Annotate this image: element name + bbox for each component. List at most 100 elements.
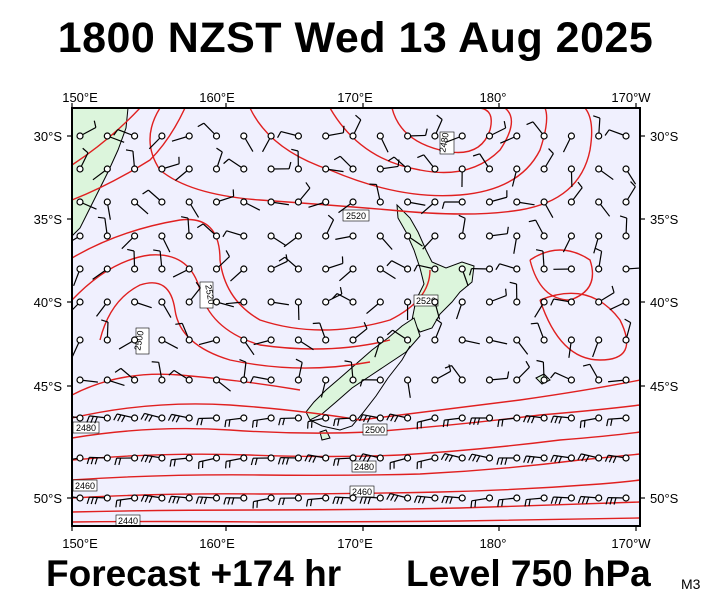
wind-station-circle [623, 233, 629, 239]
wind-station-circle [268, 455, 274, 461]
wind-station-circle [77, 377, 83, 383]
wind-station-circle [405, 415, 411, 421]
wind-station-circle [459, 377, 465, 383]
wind-station-circle [568, 337, 574, 343]
wind-station-circle [596, 299, 602, 305]
wind-station-circle [295, 455, 301, 461]
wind-station-circle [432, 133, 438, 139]
wind-station-circle [350, 337, 356, 343]
wind-station-circle [132, 199, 138, 205]
wind-station-circle [623, 455, 629, 461]
wind-station-circle [596, 233, 602, 239]
wind-station-circle [104, 233, 110, 239]
wind-station-circle [377, 133, 383, 139]
wind-station-circle [487, 455, 493, 461]
wind-station-circle [186, 233, 192, 239]
wind-station-circle [377, 495, 383, 501]
wind-station-circle [514, 455, 520, 461]
wind-station-circle [104, 299, 110, 305]
wind-station-circle [596, 455, 602, 461]
wind-station-circle [323, 233, 329, 239]
lat-label-left-40s: 40°S [34, 295, 63, 310]
wind-station-circle [432, 266, 438, 272]
wind-station-circle [487, 337, 493, 343]
wind-station-circle [596, 415, 602, 421]
wind-station-circle [186, 199, 192, 205]
wind-barb-feather [59, 415, 62, 421]
wind-station-circle [295, 377, 301, 383]
wind-station-circle [568, 199, 574, 205]
wind-station-circle [377, 415, 383, 421]
wind-station-circle [268, 233, 274, 239]
wind-station-circle [241, 377, 247, 383]
wind-station-circle [541, 455, 547, 461]
wind-station-circle [487, 415, 493, 421]
wind-barb-feather [256, 420, 257, 427]
wind-station-circle [350, 377, 356, 383]
lat-label-right-40s: 40°S [650, 295, 679, 310]
wind-station-circle [459, 199, 465, 205]
wind-station-circle [132, 455, 138, 461]
wind-station-circle [186, 266, 192, 272]
wind-station-circle [568, 233, 574, 239]
wind-station-circle [241, 495, 247, 501]
wind-station-circle [623, 299, 629, 305]
wind-station-circle [214, 455, 220, 461]
wind-station-circle [405, 495, 411, 501]
wind-station-circle [541, 233, 547, 239]
wind-station-circle [487, 377, 493, 383]
wind-station-circle [350, 299, 356, 305]
wind-barb-feather [65, 460, 66, 467]
wind-barb-feather [230, 461, 231, 468]
contour-label-2500-b: 2500 [365, 425, 385, 435]
wind-station-circle [432, 455, 438, 461]
wind-station-circle [295, 299, 301, 305]
wind-barb-feather [343, 126, 344, 133]
wind-station-circle [132, 266, 138, 272]
wind-station-circle [405, 337, 411, 343]
wind-barb-feather [62, 461, 63, 468]
wind-station-circle [214, 199, 220, 205]
wind-station-circle [459, 337, 465, 343]
wind-station-circle [159, 415, 165, 421]
wind-barb-feather [226, 461, 227, 468]
wind-station-circle [377, 299, 383, 305]
wind-station-circle [459, 133, 465, 139]
wind-station-circle [295, 415, 301, 421]
wind-barb-feather [63, 496, 66, 502]
wind-station-circle [241, 337, 247, 343]
wind-station-circle [487, 133, 493, 139]
wind-station-circle [377, 337, 383, 343]
wind-station-circle [268, 299, 274, 305]
wind-station-circle [77, 133, 83, 139]
wind-station-circle [377, 266, 383, 272]
wind-station-circle [459, 299, 465, 305]
wind-station-circle [596, 377, 602, 383]
wind-station-circle [186, 299, 192, 305]
wind-station-circle [132, 377, 138, 383]
wind-station-circle [268, 495, 274, 501]
wind-station-circle [159, 455, 165, 461]
wind-station-circle [514, 377, 520, 383]
wind-barb-feather [253, 421, 254, 428]
wind-station-circle [241, 299, 247, 305]
wind-station-circle [77, 337, 83, 343]
wind-barb-feather [152, 362, 159, 363]
wind-station-circle [596, 199, 602, 205]
wind-station-circle [295, 133, 301, 139]
wind-station-circle [295, 166, 301, 172]
wind-barb-feather [63, 416, 66, 422]
wind-station-circle [432, 199, 438, 205]
wind-station-circle [459, 415, 465, 421]
wind-station-circle [104, 199, 110, 205]
wind-station-circle [350, 166, 356, 172]
wind-station-circle [459, 233, 465, 239]
wind-station-circle [432, 377, 438, 383]
wind-station-circle [514, 495, 520, 501]
wind-station-circle [514, 415, 520, 421]
wind-station-circle [241, 166, 247, 172]
wind-station-circle [596, 133, 602, 139]
wind-barb-feather [67, 417, 70, 423]
wind-station-circle [159, 199, 165, 205]
lat-label-left-35s: 35°S [34, 212, 63, 227]
